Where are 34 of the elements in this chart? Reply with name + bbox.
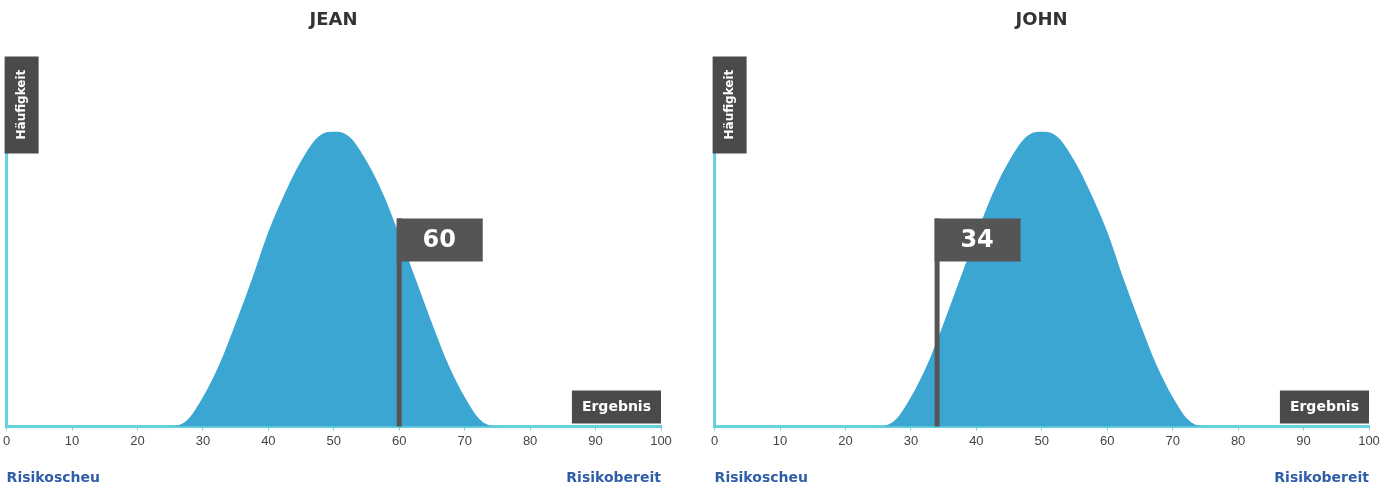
x-tick-label: 10 xyxy=(64,432,80,448)
x-tick-label: 50 xyxy=(1034,432,1050,448)
text: Risikoscheu xyxy=(6,468,100,485)
x-tick-label: 0 xyxy=(711,432,719,448)
y-axis-title: Häufigkeit xyxy=(13,69,28,140)
x-tick-label: 70 xyxy=(1165,432,1180,448)
x-axis-title: Ergebnis xyxy=(1289,398,1359,415)
text: Risikoscheu xyxy=(714,468,808,485)
x-tick-label: 90 xyxy=(588,432,603,448)
x-tick-label: 80 xyxy=(522,432,538,448)
text: Risikobereit xyxy=(1274,468,1370,485)
x-tick-label: 50 xyxy=(326,432,342,448)
x-tick-label: 60 xyxy=(392,432,407,448)
x-axis-title: Ergebnis xyxy=(581,398,651,415)
x-tick-label: 30 xyxy=(903,432,919,448)
y-axis-title: Häufigkeit xyxy=(721,69,736,140)
x-tick-label: 40 xyxy=(261,432,276,448)
ref-line-label: 60 xyxy=(422,224,456,253)
x-tick-label: 60 xyxy=(1100,432,1115,448)
text: Risikobereit xyxy=(566,468,662,485)
ref-line-label: 34 xyxy=(960,224,994,253)
x-tick-label: 90 xyxy=(1296,432,1311,448)
x-tick-label: 70 xyxy=(457,432,472,448)
chart-title: JEAN xyxy=(307,8,358,30)
x-tick-label: 100 xyxy=(650,432,672,448)
x-tick-label: 20 xyxy=(130,432,145,448)
x-tick-label: 0 xyxy=(3,432,11,448)
x-tick-label: 10 xyxy=(772,432,788,448)
x-tick-label: 80 xyxy=(1230,432,1246,448)
x-tick-label: 20 xyxy=(838,432,853,448)
x-tick-label: 100 xyxy=(1358,432,1380,448)
x-tick-label: 30 xyxy=(195,432,211,448)
chart-title: JOHN xyxy=(1013,8,1068,30)
x-tick-label: 40 xyxy=(969,432,984,448)
